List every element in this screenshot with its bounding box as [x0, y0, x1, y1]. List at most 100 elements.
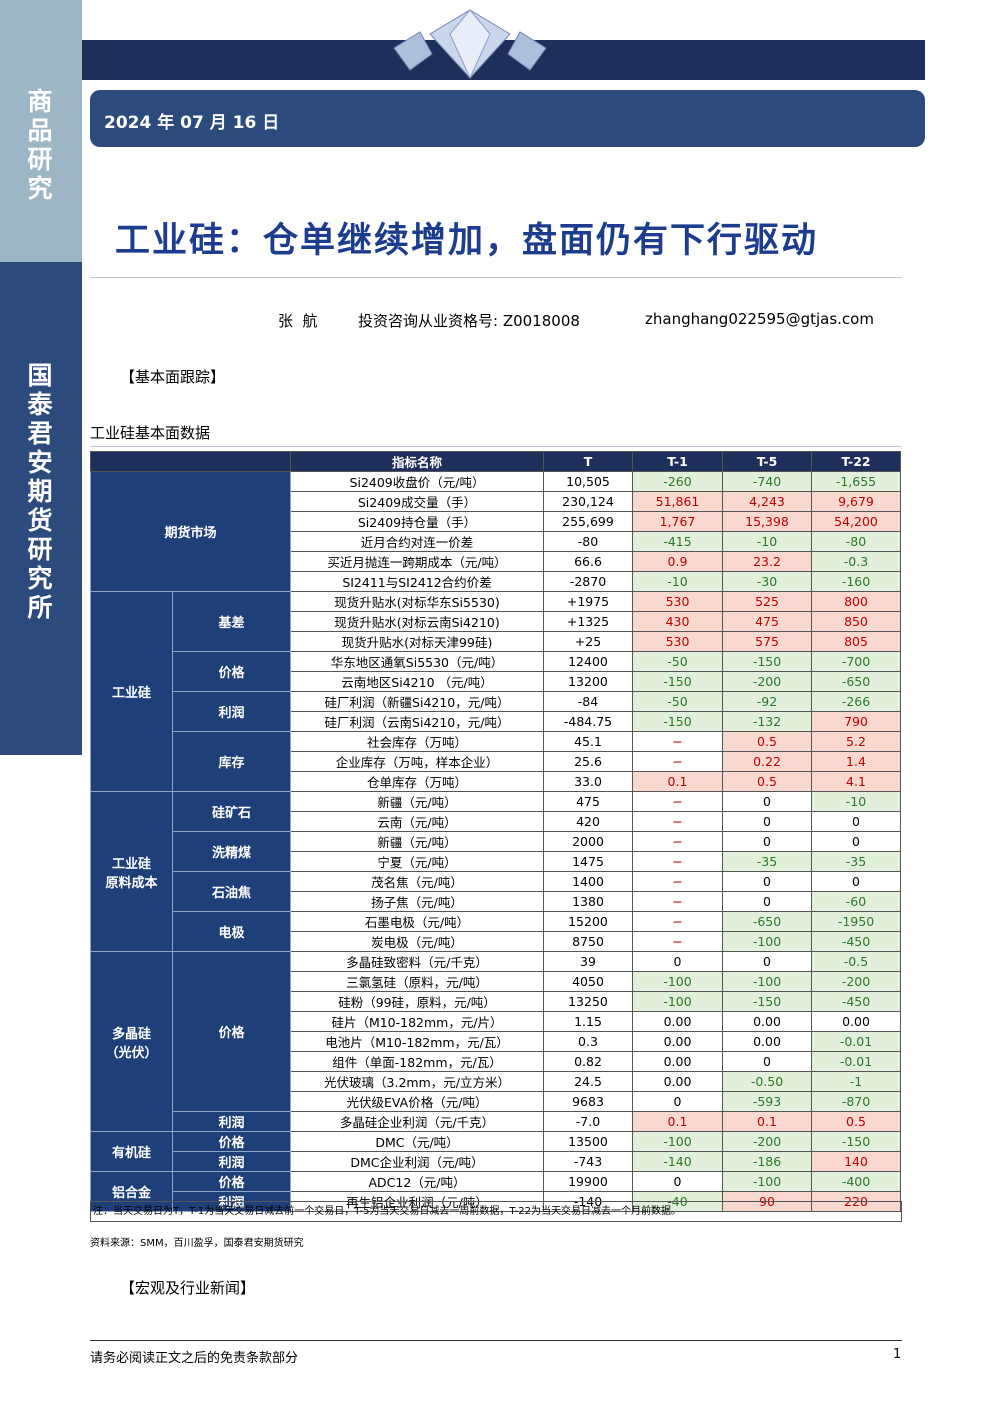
indicator-name: DMC企业利润（元/吨） [290, 1151, 544, 1172]
value-cell: 800 [811, 591, 901, 612]
value-cell: -450 [811, 931, 901, 952]
value-cell: -84 [543, 691, 633, 712]
value-cell: 13250 [543, 991, 633, 1012]
indicator-name: 现货升贴水(对标云南Si4210) [290, 611, 544, 632]
indicator-name: 多晶硅企业利润（元/千克） [290, 1111, 544, 1132]
data-row: 买近月抛连一跨期成本（元/吨） 66.6 0.9 23.2 -0.3 [91, 551, 901, 572]
indicator-name: 近月合约对连一价差 [290, 531, 544, 552]
value-cell: 0.00 [632, 1071, 723, 1092]
value-cell: 8750 [543, 931, 633, 952]
disclaimer: 请务必阅读正文之后的免责条款部分 [90, 1351, 299, 1366]
value-cell: 525 [722, 591, 812, 612]
indicator-name: 光伏玻璃（3.2mm，元/立方米） [290, 1071, 544, 1092]
value-cell: 9683 [543, 1091, 633, 1112]
value-cell: − [632, 811, 723, 832]
value-cell: -100 [722, 1171, 812, 1192]
footer-rule [90, 1340, 902, 1341]
section-heading: 【宏观及行业新闻】 [120, 1279, 256, 1297]
value-cell: +25 [543, 631, 633, 652]
value-cell: -10 [722, 531, 812, 552]
table-caption: 工业硅基本面数据 [90, 424, 211, 442]
data-row: 利润 多晶硅企业利润（元/千克） -7.0 0.1 0.1 0.5 [91, 1111, 901, 1132]
indicator-name: ADC12（元/吨） [290, 1171, 544, 1192]
group-label-line: 原料成本 [105, 875, 158, 891]
date-bar: 2024 年 07 月 16 日 [90, 90, 925, 147]
header-blank [90, 451, 291, 472]
group-label-line: 工业硅 [111, 856, 151, 872]
value-cell: 0 [811, 811, 901, 832]
value-cell: -0.01 [811, 1051, 901, 1072]
value-cell: 13200 [543, 671, 633, 692]
data-row: 光伏玻璃（3.2mm，元/立方米） 24.5 0.00 -0.50 -1 [91, 1071, 901, 1092]
value-cell: -100 [632, 991, 723, 1012]
indicator-name: SI2411与SI2412合约价差 [290, 571, 544, 592]
caption-rule [90, 446, 902, 447]
subgroup-label: 利润 [172, 1111, 291, 1132]
value-cell: 0 [722, 951, 812, 972]
subgroup-label: 库存 [172, 731, 291, 792]
page-number: 1 [893, 1347, 902, 1362]
data-row: 云南（元/吨） 420−0 0 [91, 811, 901, 832]
group-label: 铝合金 [90, 1171, 173, 1212]
value-cell: 23.2 [722, 551, 812, 572]
value-cell: 475 [722, 611, 812, 632]
subgroup-label: 电极 [172, 911, 291, 952]
value-cell: -200 [722, 1131, 812, 1152]
value-cell: 0 [722, 831, 812, 852]
value-cell: -0.01 [811, 1031, 901, 1052]
value-cell: 4,243 [722, 491, 812, 512]
value-cell: -150 [632, 711, 723, 732]
value-cell: 0.5 [722, 771, 812, 792]
value-cell: -593 [722, 1091, 812, 1112]
indicator-name: 炭电极（元/吨） [290, 931, 544, 952]
indicator-name: 云南（元/吨） [290, 811, 544, 832]
data-row: Si2409持仓量（手） 255,699 1,767 15,398 54,200 [91, 511, 901, 532]
header-bar [82, 40, 925, 80]
title-rule [90, 277, 902, 278]
value-cell: 0.00 [722, 1011, 812, 1032]
value-cell: 0.5 [722, 731, 812, 752]
email: zhanghang022595@gtjas.com [645, 310, 874, 328]
value-cell: -1,655 [811, 471, 901, 492]
value-cell: 0.00 [722, 1031, 812, 1052]
subgroup-label: 石油焦 [172, 871, 291, 912]
indicator-name: 社会库存（万吨） [290, 731, 544, 752]
value-cell: 0 [632, 1171, 723, 1192]
value-cell: -10 [811, 791, 901, 812]
logo [393, 9, 547, 80]
value-cell: -35 [811, 851, 901, 872]
value-cell: 790 [811, 711, 901, 732]
value-cell: − [632, 851, 723, 872]
value-cell: -450 [811, 991, 901, 1012]
value-cell: 19900 [543, 1171, 633, 1192]
value-cell: 1.15 [543, 1011, 633, 1032]
value-cell: -160 [811, 571, 901, 592]
value-cell: -10 [632, 571, 723, 592]
value-cell: -0.5 [811, 951, 901, 972]
data-row: 利润 硅厂利润（新疆Si4210，元/吨） -84 -50 -92 -266 [91, 691, 901, 732]
sidebar-top-text: 商品研究 [24, 88, 53, 204]
value-cell: -92 [722, 691, 812, 712]
value-cell: 0.9 [632, 551, 723, 572]
value-cell: − [632, 831, 723, 852]
value-cell: 0.00 [632, 1031, 723, 1052]
value-cell: 25.6 [543, 751, 633, 772]
indicator-name: Si2409成交量（手） [290, 491, 544, 512]
value-cell: 33.0 [543, 771, 633, 792]
value-cell: 0.3 [543, 1031, 633, 1052]
data-row: 工业硅 基差 现货升贴水(对标华东Si5530) +1975 530 525 800 [90, 591, 901, 792]
indicator-name: 石墨电极（元/吨） [290, 911, 544, 932]
value-cell: 51,861 [632, 491, 723, 512]
group-label: 有机硅 [90, 1131, 173, 1172]
indicator-name: 买近月抛连一跨期成本（元/吨） [290, 551, 544, 572]
value-cell: 230,124 [543, 491, 633, 512]
column-header: 指标名称 [290, 451, 544, 472]
value-cell: 0 [722, 891, 812, 912]
value-cell: 1380 [543, 891, 633, 912]
title: 工业硅：仓单继续增加，盘面仍有下行驱动 [115, 221, 819, 261]
subgroup-label: 价格 [172, 1171, 291, 1192]
indicator-name: Si2409收盘价（元/吨） [290, 471, 544, 492]
value-cell: 530 [632, 631, 723, 652]
data-row: 石油焦 茂名焦（元/吨） 1400−0 0 [91, 871, 901, 912]
